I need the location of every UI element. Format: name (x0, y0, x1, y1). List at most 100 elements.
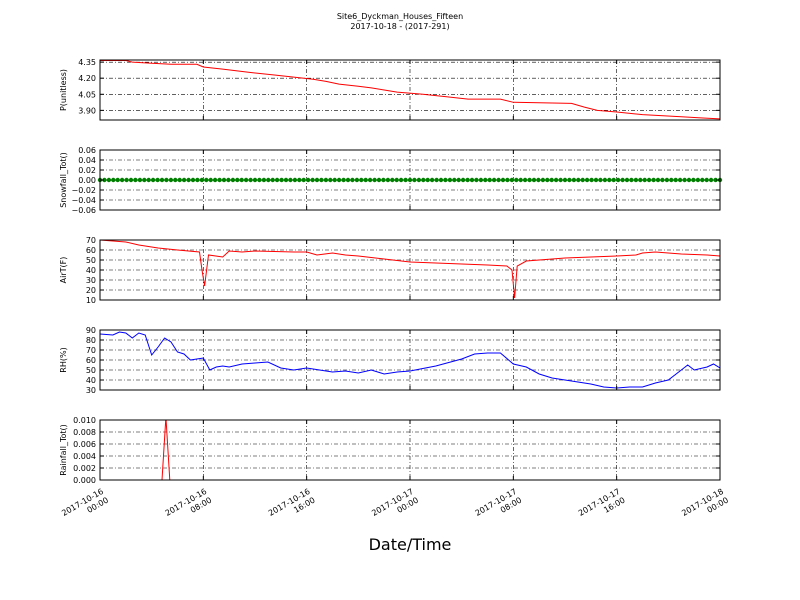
series-point (518, 177, 523, 183)
series-point (288, 177, 293, 183)
series-point (398, 177, 404, 183)
y-tick-label: 50 (86, 366, 96, 375)
x-tick-label: 2017-10-1600:00 (60, 487, 110, 527)
series-point (252, 177, 258, 183)
series-point (354, 177, 360, 183)
series-point (195, 177, 200, 183)
series-point (425, 177, 430, 183)
series-point (173, 177, 178, 183)
series-point (522, 177, 528, 183)
y-tick-label: 4.05 (78, 90, 96, 99)
y-tick-label: −0.02 (71, 186, 96, 195)
series-point (549, 177, 554, 183)
series-point (186, 177, 191, 183)
series-point (376, 177, 382, 183)
series-point (332, 177, 337, 183)
chart-title: Site6_Dyckman_Houses_Fifteen (337, 12, 463, 21)
series-point (159, 177, 165, 183)
y-tick-label: 10 (86, 296, 96, 305)
series-point (677, 177, 683, 183)
y-tick-label: 40 (86, 266, 96, 275)
series-point (558, 177, 563, 183)
series-point (412, 177, 417, 183)
series-point (212, 177, 218, 183)
series-line (100, 60, 720, 120)
series-point (345, 177, 351, 183)
panel-5: 0.000 0.002 0.004 0.006 0.008 0.010 Rainfall_T… (59, 416, 721, 485)
series-point (509, 177, 515, 183)
series-point (646, 177, 652, 183)
series-point (341, 177, 346, 183)
y-tick-label: 30 (86, 386, 96, 395)
series-point (301, 177, 306, 183)
x-tick-label: 2017-10-1608:00 (164, 487, 214, 527)
y-tick-label: 0.010 (73, 416, 96, 425)
series-point (177, 177, 182, 183)
series-point (700, 177, 705, 183)
series-point (620, 177, 625, 183)
series-point (589, 177, 594, 183)
y-tick-label: 40 (86, 376, 96, 385)
series-point (691, 177, 696, 183)
series-point (443, 177, 448, 183)
series-point (584, 177, 590, 183)
series-point (598, 177, 603, 183)
series-point (686, 177, 692, 183)
series-point (199, 177, 205, 183)
series-point (483, 177, 488, 183)
y-tick-label: −0.06 (71, 206, 96, 215)
series-point (133, 177, 138, 183)
series-point (540, 177, 546, 183)
series-point (434, 177, 439, 183)
y-tick-label: 80 (86, 336, 96, 345)
series-point (363, 177, 368, 183)
series-point (708, 177, 714, 183)
series-point (527, 177, 532, 183)
series-point (150, 177, 156, 183)
series-point (235, 177, 240, 183)
x-tick-label: 2017-10-1708:00 (474, 487, 524, 527)
series-point (310, 177, 315, 183)
y-tick-label: 0.006 (73, 440, 96, 449)
series-point (394, 177, 399, 183)
series-point (469, 177, 475, 183)
series-point (328, 177, 333, 183)
series-point (447, 177, 453, 183)
series-point (452, 177, 457, 183)
series-point (421, 177, 426, 183)
series-point (491, 177, 497, 183)
series-point (669, 177, 674, 183)
series-point (297, 177, 302, 183)
series-point (682, 177, 687, 183)
series-point (651, 177, 656, 183)
x-tick-label: 2017-10-1616:00 (267, 487, 317, 527)
series-point (102, 177, 107, 183)
series-line (100, 240, 720, 299)
series-point (429, 177, 435, 183)
series-point (562, 177, 568, 183)
series-point (496, 177, 501, 183)
panels-group: 3.90 4.05 4.20 4.35 P(unitless) −0.06−0.04−0.… (59, 58, 723, 485)
y-tick-label: 0.06 (78, 146, 96, 155)
panel-1: 3.90 4.05 4.20 4.35 P(unitless) (59, 58, 721, 121)
series-point (367, 177, 373, 183)
series-point (230, 177, 236, 183)
series-point (319, 177, 324, 183)
series-point (416, 177, 422, 183)
y-tick-label: 50 (86, 256, 96, 265)
panel-2: −0.06−0.04−0.020.000.020.040.06 Snowfall_… (59, 146, 723, 215)
series-point (673, 177, 678, 183)
series-point (181, 177, 187, 183)
y-tick-label: 60 (86, 246, 96, 255)
series-point (500, 177, 506, 183)
series-point (323, 177, 329, 183)
series-point (664, 177, 670, 183)
series-point (115, 177, 120, 183)
series-point (248, 177, 253, 183)
series-point (128, 177, 134, 183)
series-point (350, 177, 355, 183)
series-point (243, 177, 249, 183)
series-point (372, 177, 377, 183)
series-line (100, 331, 720, 389)
